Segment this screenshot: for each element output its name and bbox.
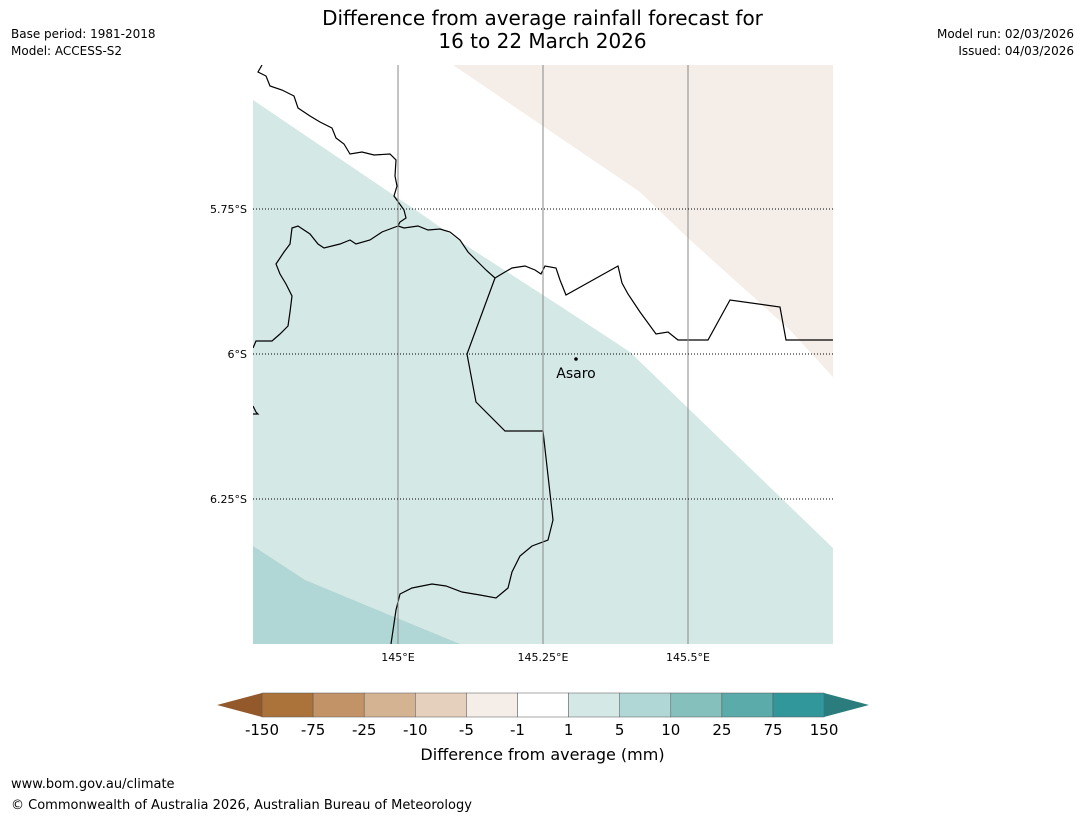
asaro-marker bbox=[574, 357, 578, 361]
colorbar-tick-label: 5 bbox=[615, 721, 625, 739]
colorbar-title: Difference from average (mm) bbox=[420, 745, 665, 764]
base-period-text: Base period: 1981-2018 bbox=[11, 27, 156, 41]
model-run-text: Model run: 02/03/2026 bbox=[936, 27, 1074, 41]
colorbar-swatch bbox=[312, 692, 365, 718]
lon-label-145-25e: 145.25°E bbox=[518, 651, 569, 664]
title-line-1: Difference from average rainfall forecas… bbox=[322, 6, 763, 30]
colorbar-over-arrow bbox=[824, 693, 869, 717]
issued-text: Issued: 04/03/2026 bbox=[958, 44, 1074, 58]
rainfall-map: Asaro 5.75°S 6°S 6.25°S 145°E 145.25°E 1… bbox=[210, 65, 833, 664]
colorbar-tick-label: 1 bbox=[564, 721, 574, 739]
lat-label-5-75s: 5.75°S bbox=[210, 203, 247, 216]
page-title: Difference from average rainfall forecas… bbox=[0, 7, 1085, 53]
colorbar-swatch bbox=[466, 692, 518, 718]
colorbar-swatch bbox=[619, 692, 672, 718]
colorbar-under-arrow bbox=[217, 693, 262, 717]
colorbar-tick-label: 10 bbox=[661, 721, 680, 739]
west-edge-boundary bbox=[253, 405, 260, 415]
coastline-boundary bbox=[257, 65, 833, 341]
colorbar-swatch bbox=[517, 692, 569, 718]
colorbar-tick-label: 25 bbox=[712, 721, 731, 739]
footer-url[interactable]: www.bom.gov.au/climate bbox=[11, 777, 175, 792]
colorbar-swatch bbox=[261, 692, 314, 718]
lat-label-6s: 6°S bbox=[228, 348, 247, 361]
colorbar-swatch bbox=[670, 692, 723, 718]
meta-left: Base period: 1981-2018 Model: ACCESS-S2 bbox=[11, 26, 156, 60]
colorbar-tick-label: -1 bbox=[510, 721, 525, 739]
colorbar-tick-label: -25 bbox=[352, 721, 377, 739]
lon-label-145e: 145°E bbox=[381, 651, 414, 664]
colorbar-swatch bbox=[772, 692, 825, 718]
colorbar-tick-label: 150 bbox=[810, 721, 839, 739]
asaro-label: Asaro bbox=[556, 366, 595, 382]
province-boundary bbox=[390, 277, 554, 644]
footer-copyright: © Commonwealth of Australia 2026, Austra… bbox=[11, 798, 472, 813]
colorbar-swatch bbox=[363, 692, 416, 718]
colorbar-tick-label: -75 bbox=[301, 721, 326, 739]
colorbar-swatch bbox=[568, 692, 620, 718]
below-average-area bbox=[453, 65, 833, 377]
colorbar-swatch bbox=[415, 692, 467, 718]
model-text: Model: ACCESS-S2 bbox=[11, 44, 123, 58]
title-line-2: 16 to 22 March 2026 bbox=[438, 29, 647, 53]
colorbar-tick-label: 75 bbox=[763, 721, 782, 739]
footer: www.bom.gov.au/climate © Commonwealth of… bbox=[11, 774, 472, 816]
lon-label-145-5e: 145.5°E bbox=[666, 651, 710, 664]
colorbar-tick-label: -5 bbox=[459, 721, 474, 739]
meta-right: Model run: 02/03/2026 Issued: 04/03/2026 bbox=[937, 26, 1074, 60]
lat-label-6-25s: 6.25°S bbox=[210, 493, 247, 506]
highlands-boundary bbox=[253, 225, 399, 349]
colorbar-tick-label: -150 bbox=[245, 721, 279, 739]
colorbar-swatch bbox=[721, 692, 774, 718]
above-average-area-5-10 bbox=[253, 546, 460, 644]
colorbar: -150 -75 -25 -10 -5 -1 1 5 10 25 75 150 bbox=[217, 692, 869, 739]
colorbar-tick-label: -10 bbox=[403, 721, 428, 739]
